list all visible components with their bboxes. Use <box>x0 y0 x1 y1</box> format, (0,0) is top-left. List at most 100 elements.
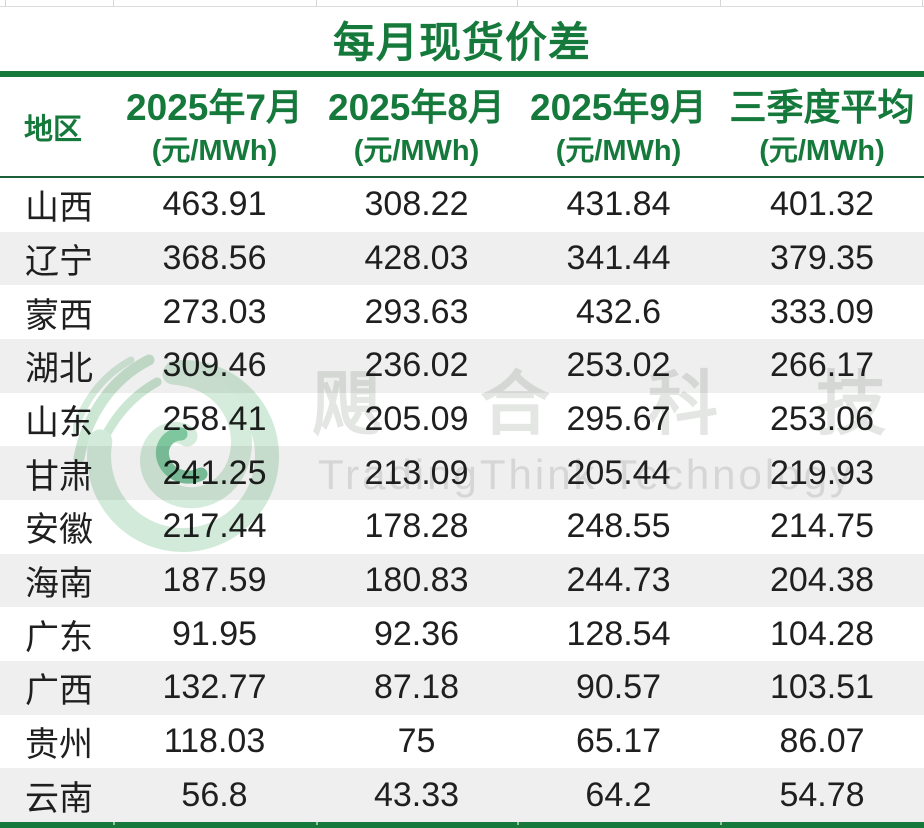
value-cell: 90.57 <box>575 668 662 707</box>
value-cell: 258.41 <box>162 399 267 438</box>
gridline-notch <box>720 822 722 825</box>
table-row: 云南 56.8 43.33 64.2 54.78 <box>0 768 924 822</box>
gridline <box>316 0 317 6</box>
value-cell: 54.78 <box>779 775 865 814</box>
region-cell: 云南 <box>25 779 93 818</box>
page-title: 每月现货价差 <box>332 18 591 66</box>
table-row: 广西 132.77 87.18 90.57 103.51 <box>0 660 924 715</box>
table-row: 湖北 309.46 236.02 253.02 266.17 <box>0 338 924 393</box>
table-row: 安徽 217.44 178.28 248.55 214.75 <box>0 500 924 554</box>
value-cell: 273.03 <box>162 292 267 331</box>
value-cell: 253.02 <box>566 346 671 385</box>
value-cell: 341.44 <box>566 238 671 277</box>
value-cell: 118.03 <box>163 721 266 760</box>
value-cell: 104.28 <box>770 614 874 653</box>
value-cell: 180.83 <box>364 560 469 599</box>
value-cell: 187.59 <box>162 560 267 599</box>
value-cell: 431.84 <box>566 185 671 224</box>
value-cell: 132.77 <box>162 668 267 707</box>
value-cell: 253.06 <box>770 399 874 438</box>
value-cell: 432.6 <box>575 292 662 331</box>
value-cell: 65.17 <box>575 721 662 760</box>
column-label: 2025年7月 <box>126 86 303 128</box>
column-unit: (元/MWh) <box>555 134 682 167</box>
table-row: 海南 187.59 180.83 244.73 204.38 <box>0 553 924 608</box>
title-bar: 每月现货价差 <box>0 7 924 71</box>
value-cell: 241.25 <box>162 453 267 492</box>
column-label: 2025年8月 <box>328 86 505 128</box>
region-column-header: 地区 <box>24 113 83 146</box>
table-row: 广东 91.95 92.36 128.54 104.28 <box>0 607 924 661</box>
region-cell: 甘肃 <box>25 457 93 496</box>
table-body: 山西 463.91 308.22 431.84 401.32 辽宁 368.56… <box>0 178 924 822</box>
value-cell: 428.03 <box>364 238 469 277</box>
value-cell: 92.36 <box>373 614 460 653</box>
gridline-notch <box>113 822 115 825</box>
value-cell: 75 <box>397 721 436 760</box>
table-row: 山东 258.41 205.09 295.67 253.06 <box>0 393 924 447</box>
value-cell: 128.54 <box>566 614 671 653</box>
region-cell: 蒙西 <box>25 296 93 335</box>
value-cell: 333.09 <box>770 292 874 331</box>
region-cell: 山东 <box>25 403 93 442</box>
value-cell: 401.32 <box>770 185 874 224</box>
region-cell: 辽宁 <box>25 242 93 281</box>
column-label: 2025年9月 <box>530 86 707 128</box>
value-cell: 217.44 <box>162 507 267 546</box>
region-cell: 湖北 <box>25 350 93 389</box>
value-cell: 213.09 <box>364 453 469 492</box>
value-cell: 43.33 <box>373 775 460 814</box>
region-cell: 海南 <box>25 564 93 603</box>
region-cell: 广东 <box>25 618 93 657</box>
value-cell: 379.35 <box>770 238 874 277</box>
region-cell: 广西 <box>25 672 93 711</box>
gridline <box>5 0 6 6</box>
region-cell: 安徽 <box>25 511 93 550</box>
table-row: 山西 463.91 308.22 431.84 401.32 <box>0 178 924 232</box>
value-cell: 309.46 <box>162 346 267 385</box>
value-cell: 368.56 <box>162 238 267 277</box>
table-row: 贵州 118.03 75 65.17 86.07 <box>0 715 924 769</box>
gridline-notch <box>316 822 318 825</box>
value-cell: 266.17 <box>770 346 874 385</box>
table-row: 辽宁 368.56 428.03 341.44 379.35 <box>0 231 924 286</box>
value-cell: 56.8 <box>181 775 248 814</box>
value-cell: 204.38 <box>770 560 874 599</box>
value-cell: 87.18 <box>373 668 460 707</box>
value-cell: 248.55 <box>566 507 671 546</box>
table-header-row: 地区 2025年7月 (元/MWh) 2025年8月 (元/MWh) 2025年… <box>0 77 924 178</box>
column-unit: (元/MWh) <box>759 134 885 167</box>
value-cell: 293.63 <box>364 292 469 331</box>
column-unit: (元/MWh) <box>353 134 480 167</box>
value-cell: 236.02 <box>364 346 469 385</box>
bottom-border-rule <box>0 822 924 828</box>
value-cell: 308.22 <box>364 185 469 224</box>
value-cell: 244.73 <box>566 560 671 599</box>
month-column-header: 2025年7月 (元/MWh) <box>113 77 316 176</box>
value-cell: 64.2 <box>585 775 652 814</box>
gridline <box>517 0 518 6</box>
region-cell: 贵州 <box>25 725 93 764</box>
value-cell: 86.07 <box>779 721 865 760</box>
value-cell: 178.28 <box>364 507 469 546</box>
column-label: 三季度平均 <box>729 86 915 128</box>
column-unit: (元/MWh) <box>151 134 278 167</box>
value-cell: 205.44 <box>566 453 671 492</box>
value-cell: 219.93 <box>770 453 874 492</box>
table-row: 甘肃 241.25 213.09 205.44 219.93 <box>0 446 924 500</box>
gridline <box>113 0 114 6</box>
gridline <box>720 0 721 6</box>
value-cell: 463.91 <box>162 185 267 224</box>
table-row: 蒙西 273.03 293.63 432.6 333.09 <box>0 285 924 339</box>
month-column-header: 2025年8月 (元/MWh) <box>316 77 517 176</box>
value-cell: 91.95 <box>171 614 258 653</box>
month-column-header: 三季度平均 (元/MWh) <box>720 77 924 176</box>
value-cell: 205.09 <box>364 399 469 438</box>
region-cell: 山西 <box>25 189 93 228</box>
value-cell: 103.51 <box>770 668 874 707</box>
month-column-header: 2025年9月 (元/MWh) <box>517 77 720 176</box>
value-cell: 295.67 <box>566 399 671 438</box>
title-divider-rule <box>0 71 924 77</box>
gridline-notch <box>517 822 519 825</box>
